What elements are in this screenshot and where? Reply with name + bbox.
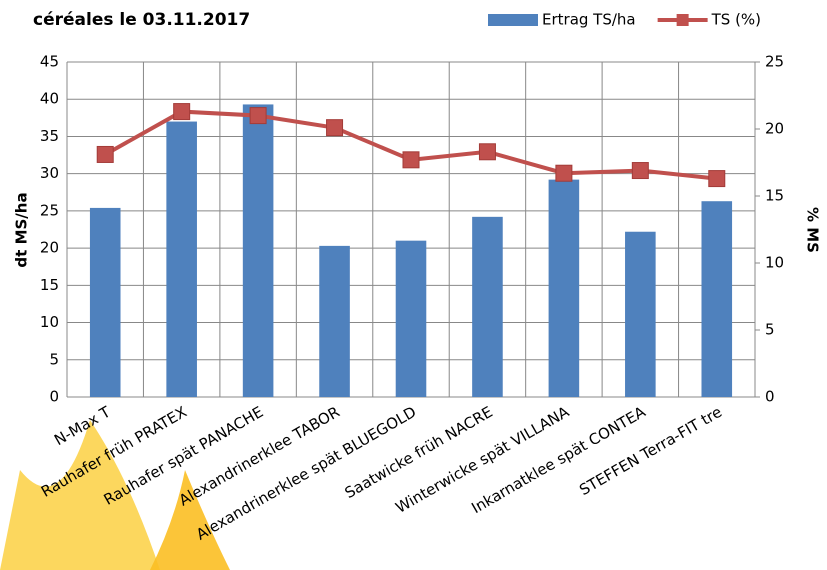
- chart: céréales le 03.11.2017 dt MS/ha % MS 0 5 1…: [0, 0, 827, 570]
- y-tick-label: 40: [40, 90, 59, 108]
- legend-swatch: [677, 14, 689, 26]
- y-tick-label: 45: [40, 53, 59, 71]
- marker: [632, 163, 648, 179]
- marker: [327, 120, 343, 136]
- y-tick-label: 15: [40, 276, 59, 294]
- bar: [472, 217, 503, 397]
- bar: [319, 246, 350, 397]
- y2-tick-label: 5: [765, 321, 775, 339]
- y2-tick-label: 0: [765, 388, 775, 406]
- x-tick-label: STEFFEN Terra-FIT tre: [576, 403, 725, 499]
- y2-tick-label: 20: [765, 120, 784, 138]
- marker: [174, 104, 190, 120]
- marker: [250, 108, 266, 124]
- legend-label: Ertrag TS/ha: [542, 11, 636, 29]
- bar: [90, 208, 121, 397]
- bar: [625, 232, 656, 397]
- y-tick-label: 25: [40, 201, 59, 219]
- y-tick-label: 20: [40, 239, 59, 257]
- page: céréales le 03.11.2017 dt MS/ha % MS 0 5 1…: [0, 0, 827, 570]
- marker: [97, 146, 113, 162]
- y-tick-label: 30: [40, 164, 59, 182]
- y-tick-label: 5: [49, 350, 59, 368]
- bar: [243, 104, 274, 397]
- legend-label: TS (%): [711, 11, 761, 29]
- marker: [403, 152, 419, 168]
- y2-tick-label: 15: [765, 187, 784, 205]
- y2-tick-label: 25: [765, 53, 784, 71]
- marker: [556, 165, 572, 181]
- bar: [701, 201, 732, 397]
- y-tick-label: 35: [40, 127, 59, 145]
- y2-axis-label: % MS: [804, 207, 822, 253]
- y-tick-label: 10: [40, 313, 59, 331]
- y2-tick-label: 10: [765, 254, 784, 272]
- bar: [396, 241, 427, 397]
- marker: [709, 171, 725, 187]
- legend-swatch: [488, 14, 538, 26]
- chart-title: céréales le 03.11.2017: [33, 10, 250, 30]
- y-axis-label: dt MS/ha: [13, 192, 31, 267]
- marker: [479, 144, 495, 160]
- bar: [166, 122, 197, 397]
- y-tick-label: 0: [49, 388, 59, 406]
- bar: [549, 180, 580, 397]
